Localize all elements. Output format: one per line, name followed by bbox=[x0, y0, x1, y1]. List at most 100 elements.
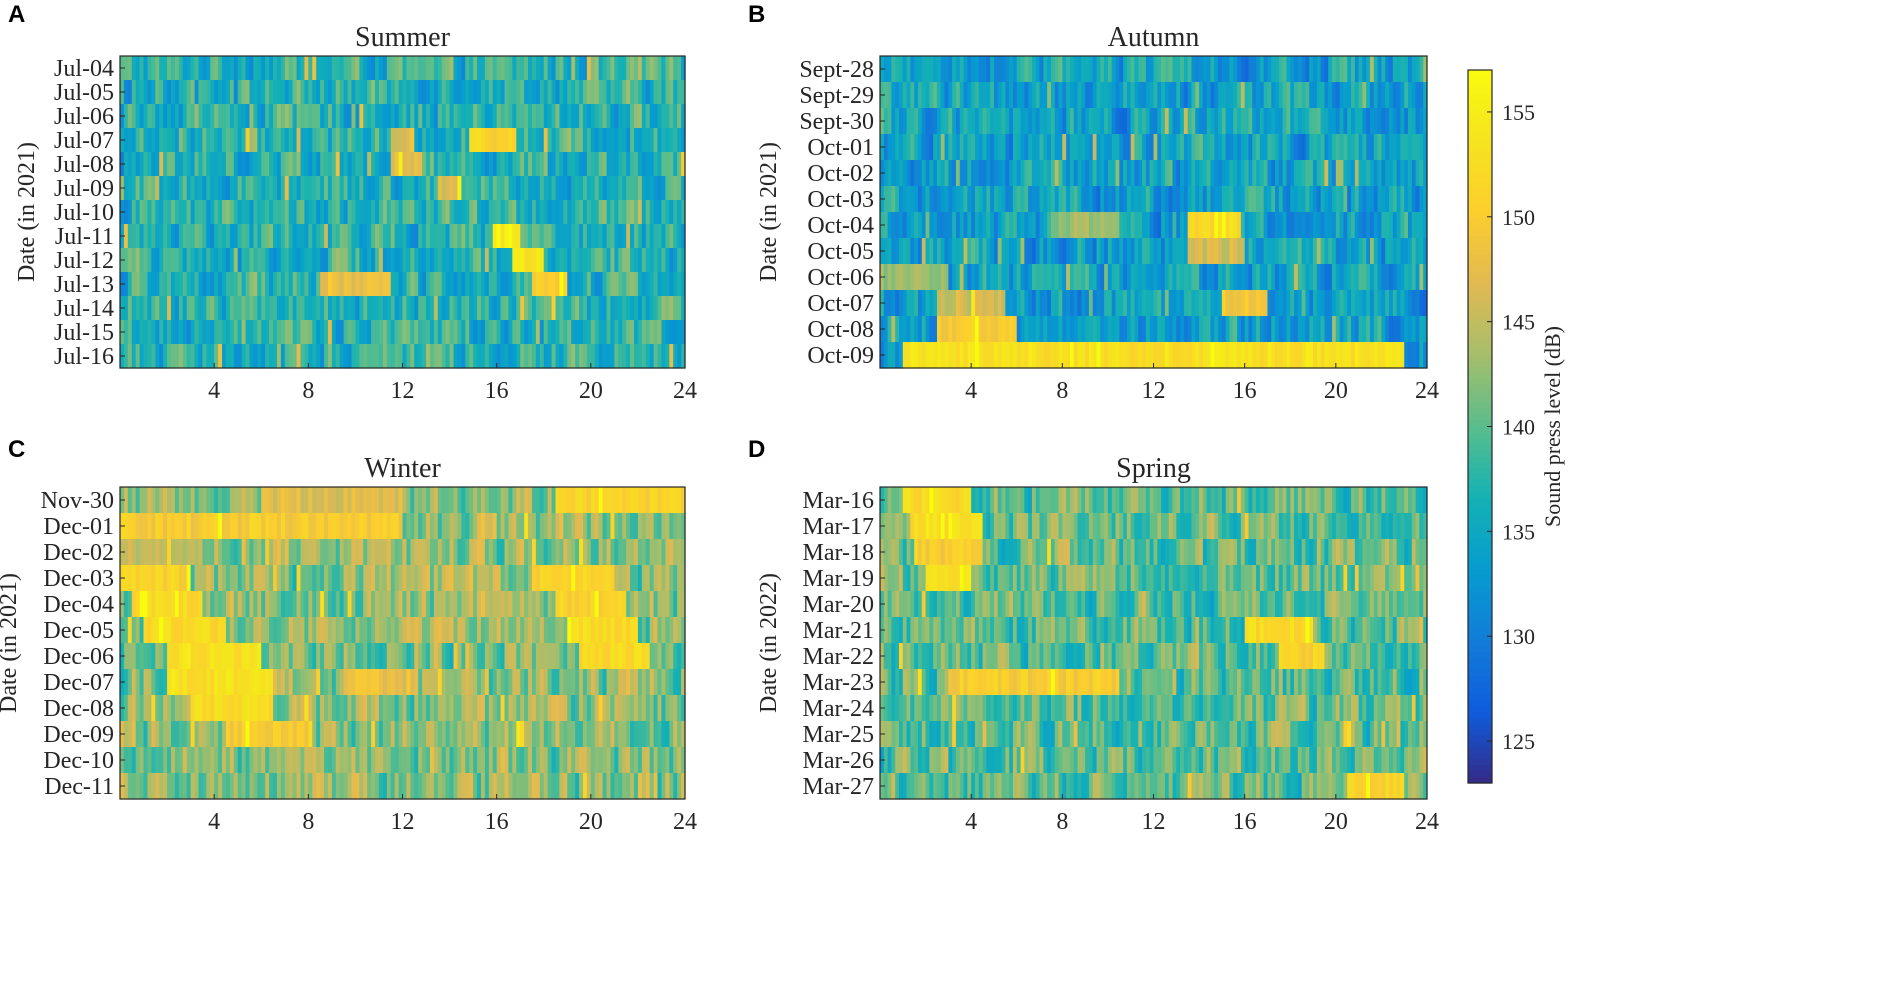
heatmap-cell bbox=[626, 104, 631, 129]
heatmap-cell bbox=[1256, 160, 1261, 187]
heatmap-cell bbox=[469, 272, 474, 297]
heatmap-cell bbox=[508, 320, 513, 345]
heatmap-cell bbox=[1240, 134, 1246, 161]
heatmap-cell bbox=[910, 342, 915, 369]
heatmap-cell bbox=[1381, 290, 1386, 317]
heatmap-cell bbox=[371, 104, 376, 129]
heatmap-cell bbox=[414, 56, 419, 81]
heatmap-cell bbox=[1039, 212, 1044, 239]
heatmap-cell bbox=[1187, 56, 1193, 83]
heatmap-cell bbox=[335, 344, 341, 369]
heatmap-cell bbox=[1309, 212, 1314, 239]
heatmap-cell bbox=[978, 342, 984, 369]
heatmap-cell bbox=[645, 669, 651, 696]
heatmap-cell bbox=[273, 248, 278, 273]
heatmap-cell bbox=[359, 104, 364, 129]
heatmap-cell bbox=[206, 565, 211, 592]
heatmap-cell bbox=[677, 344, 682, 369]
heatmap-cell bbox=[559, 200, 564, 225]
heatmap-cell bbox=[669, 643, 674, 670]
heatmap-cell bbox=[182, 104, 188, 129]
heatmap-cell bbox=[637, 128, 643, 153]
heatmap-cell bbox=[1259, 186, 1265, 213]
heatmap-cell bbox=[898, 56, 904, 83]
heatmap-cell bbox=[284, 200, 290, 225]
heatmap-cell bbox=[300, 565, 306, 592]
heatmap-cell bbox=[218, 695, 223, 722]
heatmap-cell bbox=[1408, 186, 1413, 213]
heatmap-cell bbox=[1123, 316, 1128, 343]
heatmap-cell bbox=[1259, 56, 1265, 83]
heatmap-cell bbox=[1358, 264, 1364, 291]
heatmap-cell bbox=[327, 104, 333, 129]
heatmap-cell bbox=[645, 344, 651, 369]
heatmap-cell bbox=[449, 565, 455, 592]
heatmap-cell bbox=[245, 643, 251, 670]
heatmap-cell bbox=[1373, 342, 1379, 369]
heatmap-cell bbox=[1381, 134, 1386, 161]
heatmap-cell bbox=[645, 176, 651, 201]
heatmap-cell bbox=[661, 152, 666, 177]
heatmap-cell bbox=[606, 565, 612, 592]
heatmap-cell bbox=[269, 296, 274, 321]
heatmap-cell bbox=[335, 695, 341, 722]
heatmap-cell bbox=[940, 264, 946, 291]
heatmap-cell bbox=[422, 617, 427, 644]
heatmap-cell bbox=[398, 272, 404, 297]
heatmap-cell bbox=[1077, 186, 1082, 213]
heatmap-cell bbox=[929, 212, 934, 239]
heatmap-cell bbox=[637, 565, 643, 592]
heatmap-cell bbox=[1157, 316, 1162, 343]
heatmap-cell bbox=[1168, 264, 1174, 291]
heatmap-cell bbox=[1294, 238, 1299, 265]
heatmap-cell bbox=[488, 296, 494, 321]
heatmap-cell bbox=[1324, 82, 1329, 109]
heatmap-cell bbox=[1187, 186, 1193, 213]
heatmap-cell bbox=[139, 104, 145, 129]
heatmap-cell bbox=[1081, 264, 1086, 291]
heatmap-cell bbox=[143, 669, 149, 696]
heatmap-cell bbox=[316, 487, 321, 514]
heatmap-cell bbox=[982, 342, 987, 369]
heatmap-cell bbox=[335, 296, 341, 321]
heatmap-cell bbox=[1005, 82, 1010, 109]
heatmap-cell bbox=[986, 212, 991, 239]
heatmap-cell bbox=[579, 272, 584, 297]
heatmap-cell bbox=[257, 487, 262, 514]
heatmap-cell bbox=[528, 513, 533, 540]
heatmap-cell bbox=[986, 186, 991, 213]
heatmap-cell bbox=[1400, 264, 1405, 291]
heatmap-cell bbox=[1176, 160, 1181, 187]
heatmap-cell bbox=[539, 565, 545, 592]
heatmap-cell bbox=[355, 176, 360, 201]
heatmap-cell bbox=[308, 56, 313, 81]
heatmap-cell bbox=[594, 272, 600, 297]
heatmap-cell bbox=[1214, 238, 1219, 265]
heatmap-cell bbox=[320, 128, 325, 153]
heatmap-cell bbox=[418, 591, 423, 618]
heatmap-cell bbox=[571, 320, 576, 345]
heatmap-cell bbox=[586, 200, 592, 225]
heatmap-cell bbox=[1035, 134, 1041, 161]
heatmap-cell bbox=[606, 513, 612, 540]
heatmap-cell bbox=[1069, 264, 1075, 291]
heatmap-cell bbox=[681, 320, 686, 345]
heatmap-cell bbox=[202, 176, 207, 201]
heatmap-cell bbox=[590, 272, 596, 297]
heatmap-cell bbox=[978, 238, 984, 265]
heatmap-cell bbox=[1111, 108, 1117, 135]
heatmap-cell bbox=[590, 104, 596, 129]
heatmap-cell bbox=[1411, 160, 1417, 187]
heatmap-cell bbox=[386, 200, 392, 225]
heatmap-cell bbox=[457, 539, 462, 566]
heatmap-cell bbox=[1256, 212, 1261, 239]
heatmap-cell bbox=[602, 695, 608, 722]
heatmap-cell bbox=[963, 186, 968, 213]
heatmap-cell bbox=[1362, 134, 1367, 161]
heatmap-cell bbox=[296, 104, 302, 129]
heatmap-cell bbox=[265, 80, 270, 105]
heatmap-cell bbox=[210, 224, 215, 249]
heatmap-cell bbox=[378, 152, 384, 177]
heatmap-cell bbox=[296, 617, 302, 644]
heatmap-cell bbox=[547, 591, 553, 618]
